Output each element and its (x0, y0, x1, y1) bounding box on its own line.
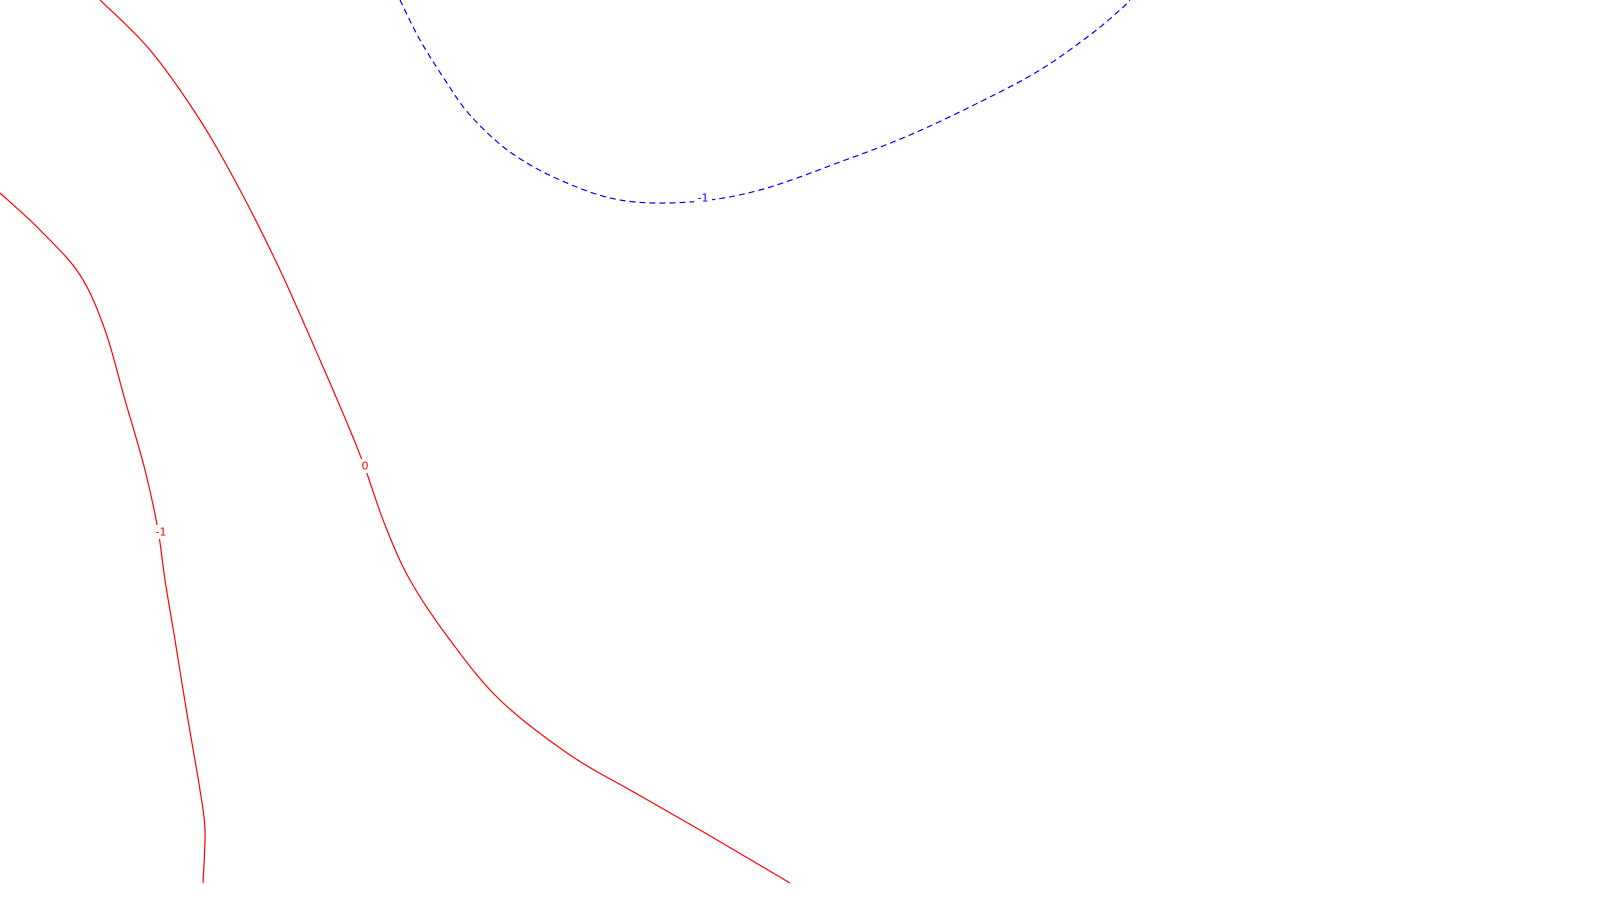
contour-label-bg-1 (359, 459, 371, 473)
contour-label-bg-3 (694, 191, 712, 205)
contour-label-1: 0 (362, 460, 369, 473)
contour-label-bg-2 (152, 525, 170, 539)
contour-labels: 0 -1 -1 (152, 191, 712, 539)
contour-label-3: -1 (698, 192, 709, 205)
contour-line-3 (399, 0, 1131, 204)
contour-line-1 (99, 0, 791, 884)
contour-label-2: -1 (156, 526, 167, 539)
